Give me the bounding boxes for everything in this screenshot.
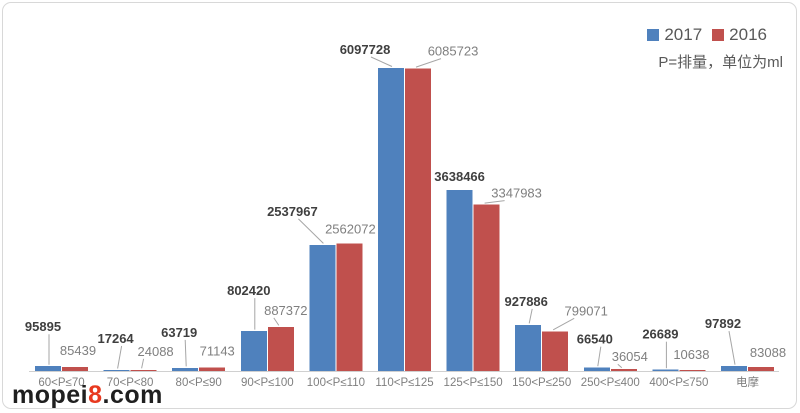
axis-label-0: 60<P≤70: [38, 377, 84, 389]
leader-line-2017-2: [184, 339, 187, 367]
value-label-2017-9: 26689: [642, 327, 678, 342]
bar-2016-3: [267, 326, 294, 371]
legend-swatch-2016: [712, 28, 725, 41]
leader-line-2016-8: [617, 363, 623, 369]
watermark: mopei8.com: [12, 383, 163, 408]
bar-2016-5: [405, 68, 431, 372]
axis-label-5: 110<P≤125: [375, 377, 433, 389]
value-label-2017-0: 95895: [25, 319, 61, 334]
value-label-2017-2: 63719: [161, 325, 197, 340]
bar-2016-4: [336, 243, 363, 371]
bar-2016-10: [748, 366, 774, 371]
legend-label-2017: 2017: [664, 25, 703, 44]
axis-label-8: 250<P≤400: [581, 377, 640, 389]
value-label-2016-8: 36054: [612, 349, 648, 364]
axis-label-10: 电摩: [736, 375, 759, 389]
value-label-2017-1: 17264: [98, 331, 135, 346]
bar-2017-2: [172, 367, 199, 371]
value-label-2016-7: 799071: [565, 303, 608, 318]
value-label-2016-3: 887372: [264, 303, 307, 318]
value-label-2017-7: 927886: [505, 294, 548, 309]
value-label-2016-6: 3347983: [491, 186, 542, 201]
leader-line-2017-8: [597, 346, 602, 367]
value-label-2017-3: 802420: [227, 283, 270, 298]
value-label-2017-6: 3638466: [434, 169, 485, 184]
value-label-2016-4: 2562072: [325, 222, 376, 237]
axis-label-1: 70<P<80: [107, 377, 154, 389]
leader-line-2016-6: [484, 200, 505, 204]
value-label-2017-10: 97892: [705, 316, 741, 331]
bar-2016-8: [610, 369, 637, 371]
legend-swatch-2017: [647, 28, 660, 41]
watermark-accent: 8: [88, 381, 103, 409]
bar-2017-1: [103, 370, 130, 371]
value-label-2016-9: 10638: [673, 347, 709, 362]
value-label-2017-8: 66540: [577, 332, 613, 347]
chart-card: 95895 85439 60<P≤70 17264 24088 70<P<80 63719 7…: [2, 2, 797, 409]
value-label-2016-10: 83088: [750, 345, 786, 360]
leader-line-2016-7: [552, 317, 575, 331]
value-label-2016-2: 71143: [200, 343, 235, 358]
axis-label-6: 125<P≤150: [444, 377, 503, 389]
value-label-2016-0: 85439: [60, 343, 96, 358]
bar-2017-6: [446, 190, 473, 371]
bar-2017-0: [35, 366, 61, 371]
chart-legend: 2017 2016: [647, 26, 767, 43]
bar-2017-10: [721, 366, 747, 371]
watermark-prefix: mopei: [12, 381, 89, 409]
axis-label-4: 100<P≤110: [307, 377, 365, 389]
leader-line-2016-5: [415, 58, 442, 68]
bar-2017-3: [240, 331, 267, 371]
watermark-suffix: .com: [102, 381, 163, 409]
leader-line-2017-4: [298, 218, 324, 244]
bar-2016-9: [679, 370, 706, 371]
axis-label-2: 80<P≤90: [176, 377, 222, 389]
leader-line-2016-1: [141, 358, 145, 369]
bar-2017-9: [652, 369, 679, 371]
bar-chart: 958958543960<P≤70172642408870<P<80637197…: [25, 42, 786, 389]
leader-line-2017-1: [117, 345, 123, 369]
bar-2016-6: [473, 204, 500, 371]
bar-2016-7: [542, 331, 569, 371]
axis-label-9: 400<P≤750: [649, 377, 708, 389]
axis-label-7: 150<P≤250: [512, 377, 571, 389]
leader-line-2017-10: [728, 331, 736, 365]
legend-label-2016: 2016: [729, 25, 767, 44]
bar-2017-8: [583, 367, 610, 371]
bar-2017-4: [309, 244, 336, 371]
bar-2016-2: [199, 367, 226, 371]
value-label-2016-1: 24088: [138, 344, 174, 359]
bar-2017-5: [378, 68, 404, 371]
bar-2016-1: [130, 369, 157, 371]
leader-line-2016-3: [273, 317, 280, 326]
axis-label-3: 90<P≤100: [241, 377, 294, 389]
bar-2016-0: [62, 366, 88, 371]
leader-line-2017-7: [528, 308, 533, 324]
leader-line-2017-5: [370, 56, 393, 67]
value-label-2017-4: 2537967: [267, 204, 318, 219]
value-label-2016-5: 6085723: [428, 44, 479, 59]
value-label-2017-5: 6097728: [340, 42, 391, 57]
bar-2017-7: [515, 324, 542, 371]
unit-note: P=排量，单位为ml: [658, 54, 783, 71]
